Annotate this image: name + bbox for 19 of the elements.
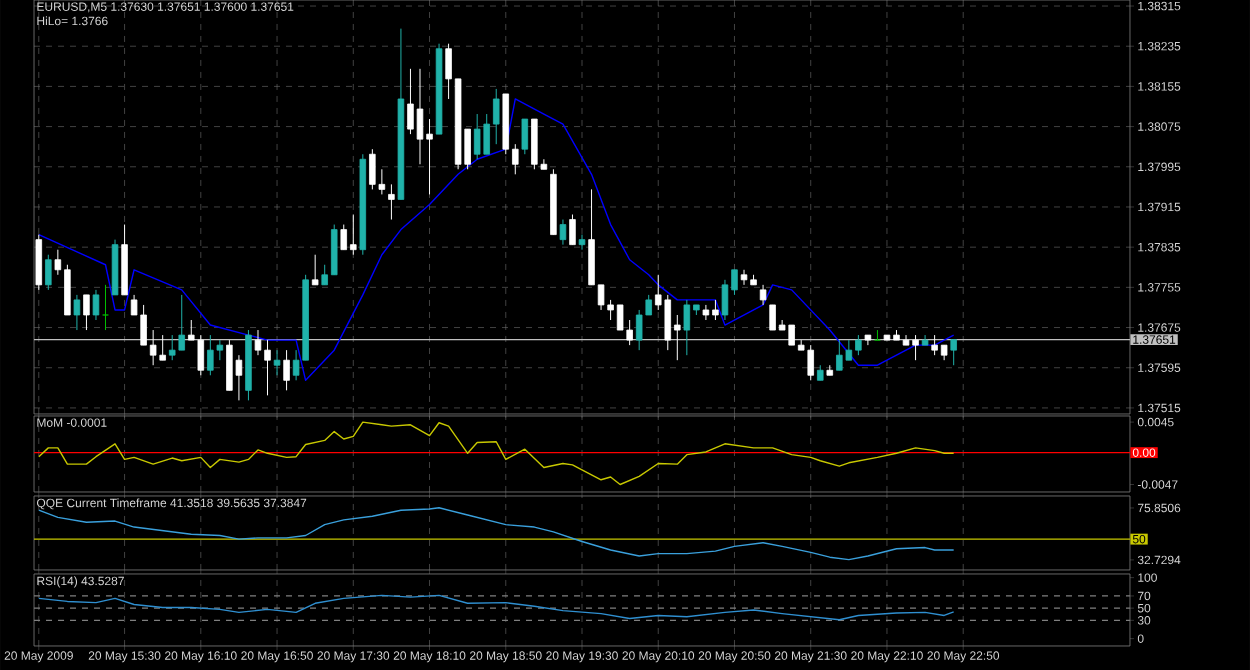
candlestick xyxy=(283,349,290,391)
line-series xyxy=(38,98,955,381)
candlestick xyxy=(273,349,281,376)
candlestick xyxy=(559,219,567,246)
candlestick xyxy=(83,294,90,331)
candlestick xyxy=(45,254,52,291)
candlestick xyxy=(73,294,81,331)
candlestick xyxy=(521,118,529,155)
candlestick xyxy=(874,329,881,341)
line-series xyxy=(38,421,955,486)
candlestick xyxy=(102,284,109,331)
candlestick xyxy=(388,183,395,221)
candlestick xyxy=(950,339,957,366)
candlestick xyxy=(578,234,586,251)
candlestick xyxy=(92,289,100,321)
candlestick xyxy=(311,254,319,286)
candlestick xyxy=(759,284,767,306)
candlestick xyxy=(569,214,576,246)
candlestick xyxy=(35,234,43,291)
